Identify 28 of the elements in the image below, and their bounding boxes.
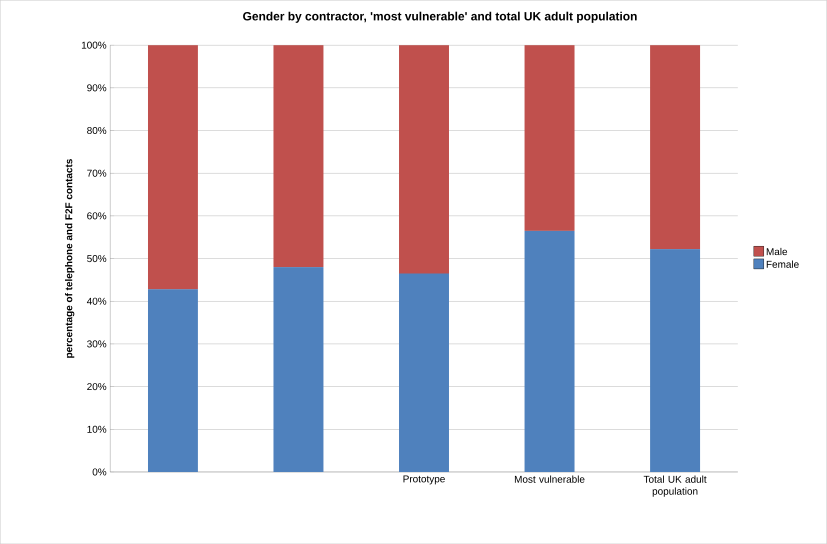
y-tick-label: 0%: [92, 468, 106, 476]
x-tick-label: Prototype: [404, 475, 445, 484]
x-tick-label: Total UK adult population: [644, 475, 707, 497]
y-tick-label: 30%: [87, 340, 106, 348]
bar: [399, 45, 449, 274]
y-tick-label: 10%: [87, 426, 106, 433]
bar: [524, 45, 575, 231]
y-tick-label: 40%: [86, 298, 106, 305]
bar: [399, 273, 449, 472]
bar: [148, 289, 198, 472]
legend-label: Female: [766, 260, 799, 268]
chart-title: Gender by contractor, 'most vulnerable' and total UK adult population: [243, 12, 637, 23]
y-tick-label: 20%: [87, 383, 106, 390]
y-tick-label: 100%: [82, 42, 106, 49]
y-tick-label: 50%: [87, 254, 106, 262]
bar: [524, 230, 575, 472]
bar: [273, 45, 324, 268]
legend-label: Male: [766, 248, 788, 256]
bar: [148, 45, 198, 290]
y-tick-label: 70%: [87, 170, 106, 177]
y-tick-label: 90%: [87, 84, 106, 92]
y-axis-title: percentage of telephone and F2F contacts: [65, 159, 74, 358]
bar: [650, 45, 700, 250]
y-tick-label: 80%: [87, 126, 106, 134]
x-tick-label: Most vulnerable: [514, 475, 584, 483]
y-tick-label: 60%: [87, 212, 106, 220]
bar: [273, 267, 324, 472]
bar: [650, 249, 700, 472]
